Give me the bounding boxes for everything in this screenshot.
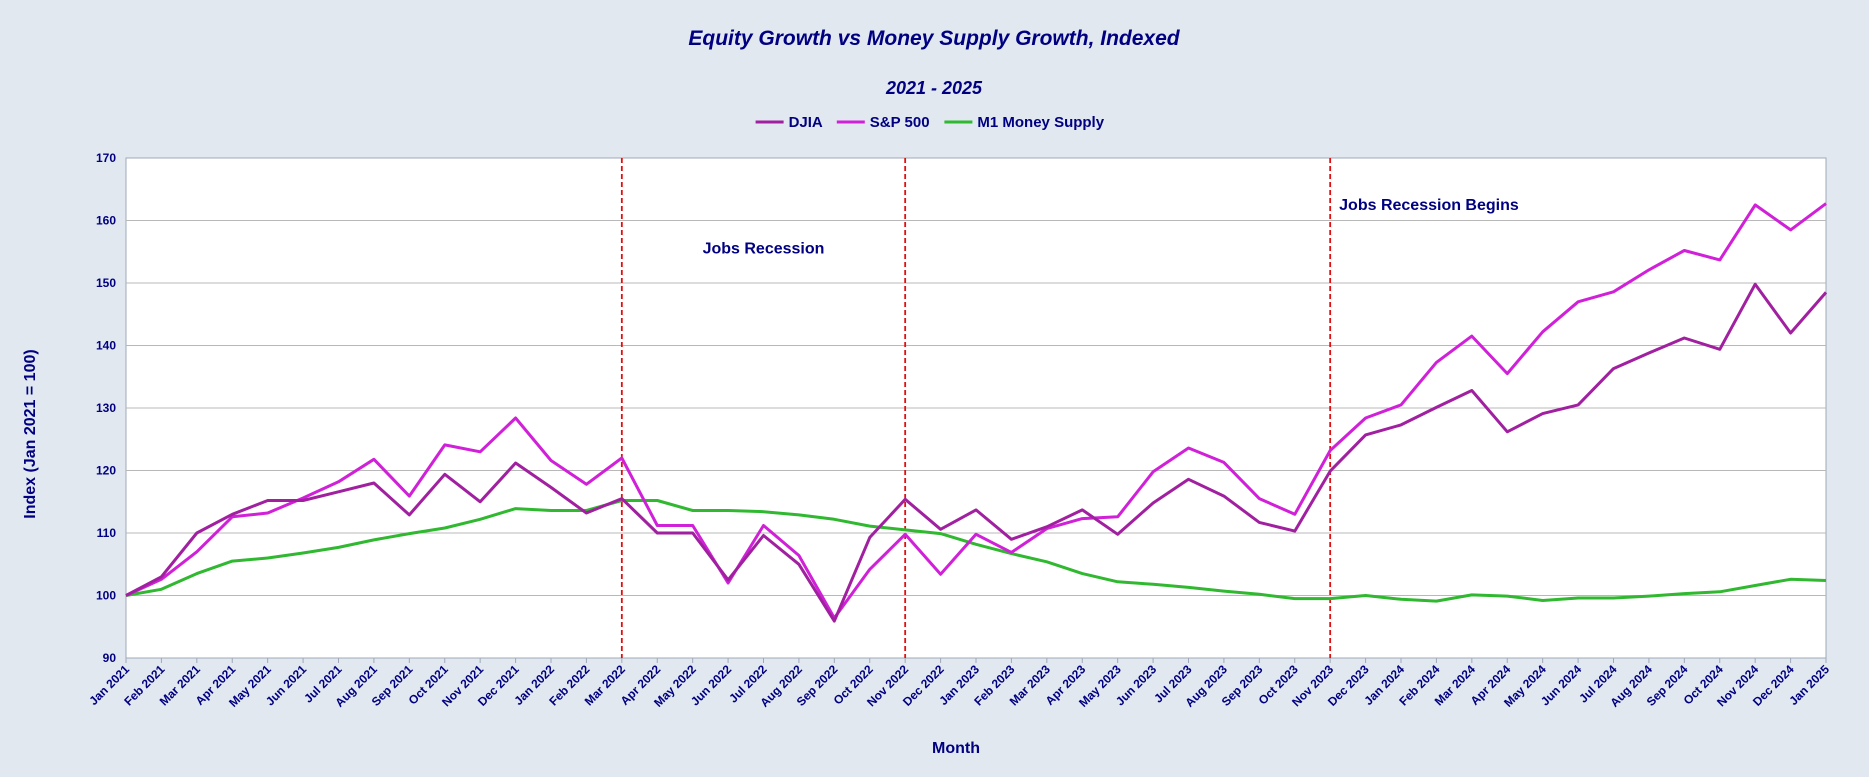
y-tick-label: 130 [96,401,116,415]
y-axis-label: Index (Jan 2021 = 100) [22,349,39,518]
legend-label: DJIA [789,114,823,131]
chart-subtitle: 2021 - 2025 [885,78,983,98]
x-axis-label: Month [932,740,980,757]
y-tick-label: 140 [96,339,116,353]
y-tick-labels: 90 100 110 120 130 140 150 160 170 [96,151,116,665]
legend-label: S&P 500 [870,114,930,131]
event-lines [620,158,1332,658]
series-line-djia [125,282,1828,623]
annotation-label: Jobs Recession [703,241,825,258]
annotations: Jobs Recession Jobs Recession Begins [703,197,1519,258]
legend: DJIA S&P 500 M1 Money Supply [755,114,1105,131]
chart-title: Equity Growth vs Money Supply Growth, In… [688,27,1180,50]
series-line-m1-money-supply [125,499,1827,603]
y-tick-label: 90 [103,651,117,665]
y-tick-label: 110 [97,526,117,540]
y-tick-label: 150 [96,276,116,290]
series-line-s-p-500 [125,202,1827,620]
y-tick-label: 160 [96,214,116,228]
y-tick-label: 170 [96,151,116,165]
series-lines [125,202,1828,623]
y-tick-label: 100 [96,589,116,603]
legend-label: M1 Money Supply [977,114,1104,131]
annotation-label: Jobs Recession Begins [1339,197,1519,214]
y-tick-label: 120 [96,464,116,478]
